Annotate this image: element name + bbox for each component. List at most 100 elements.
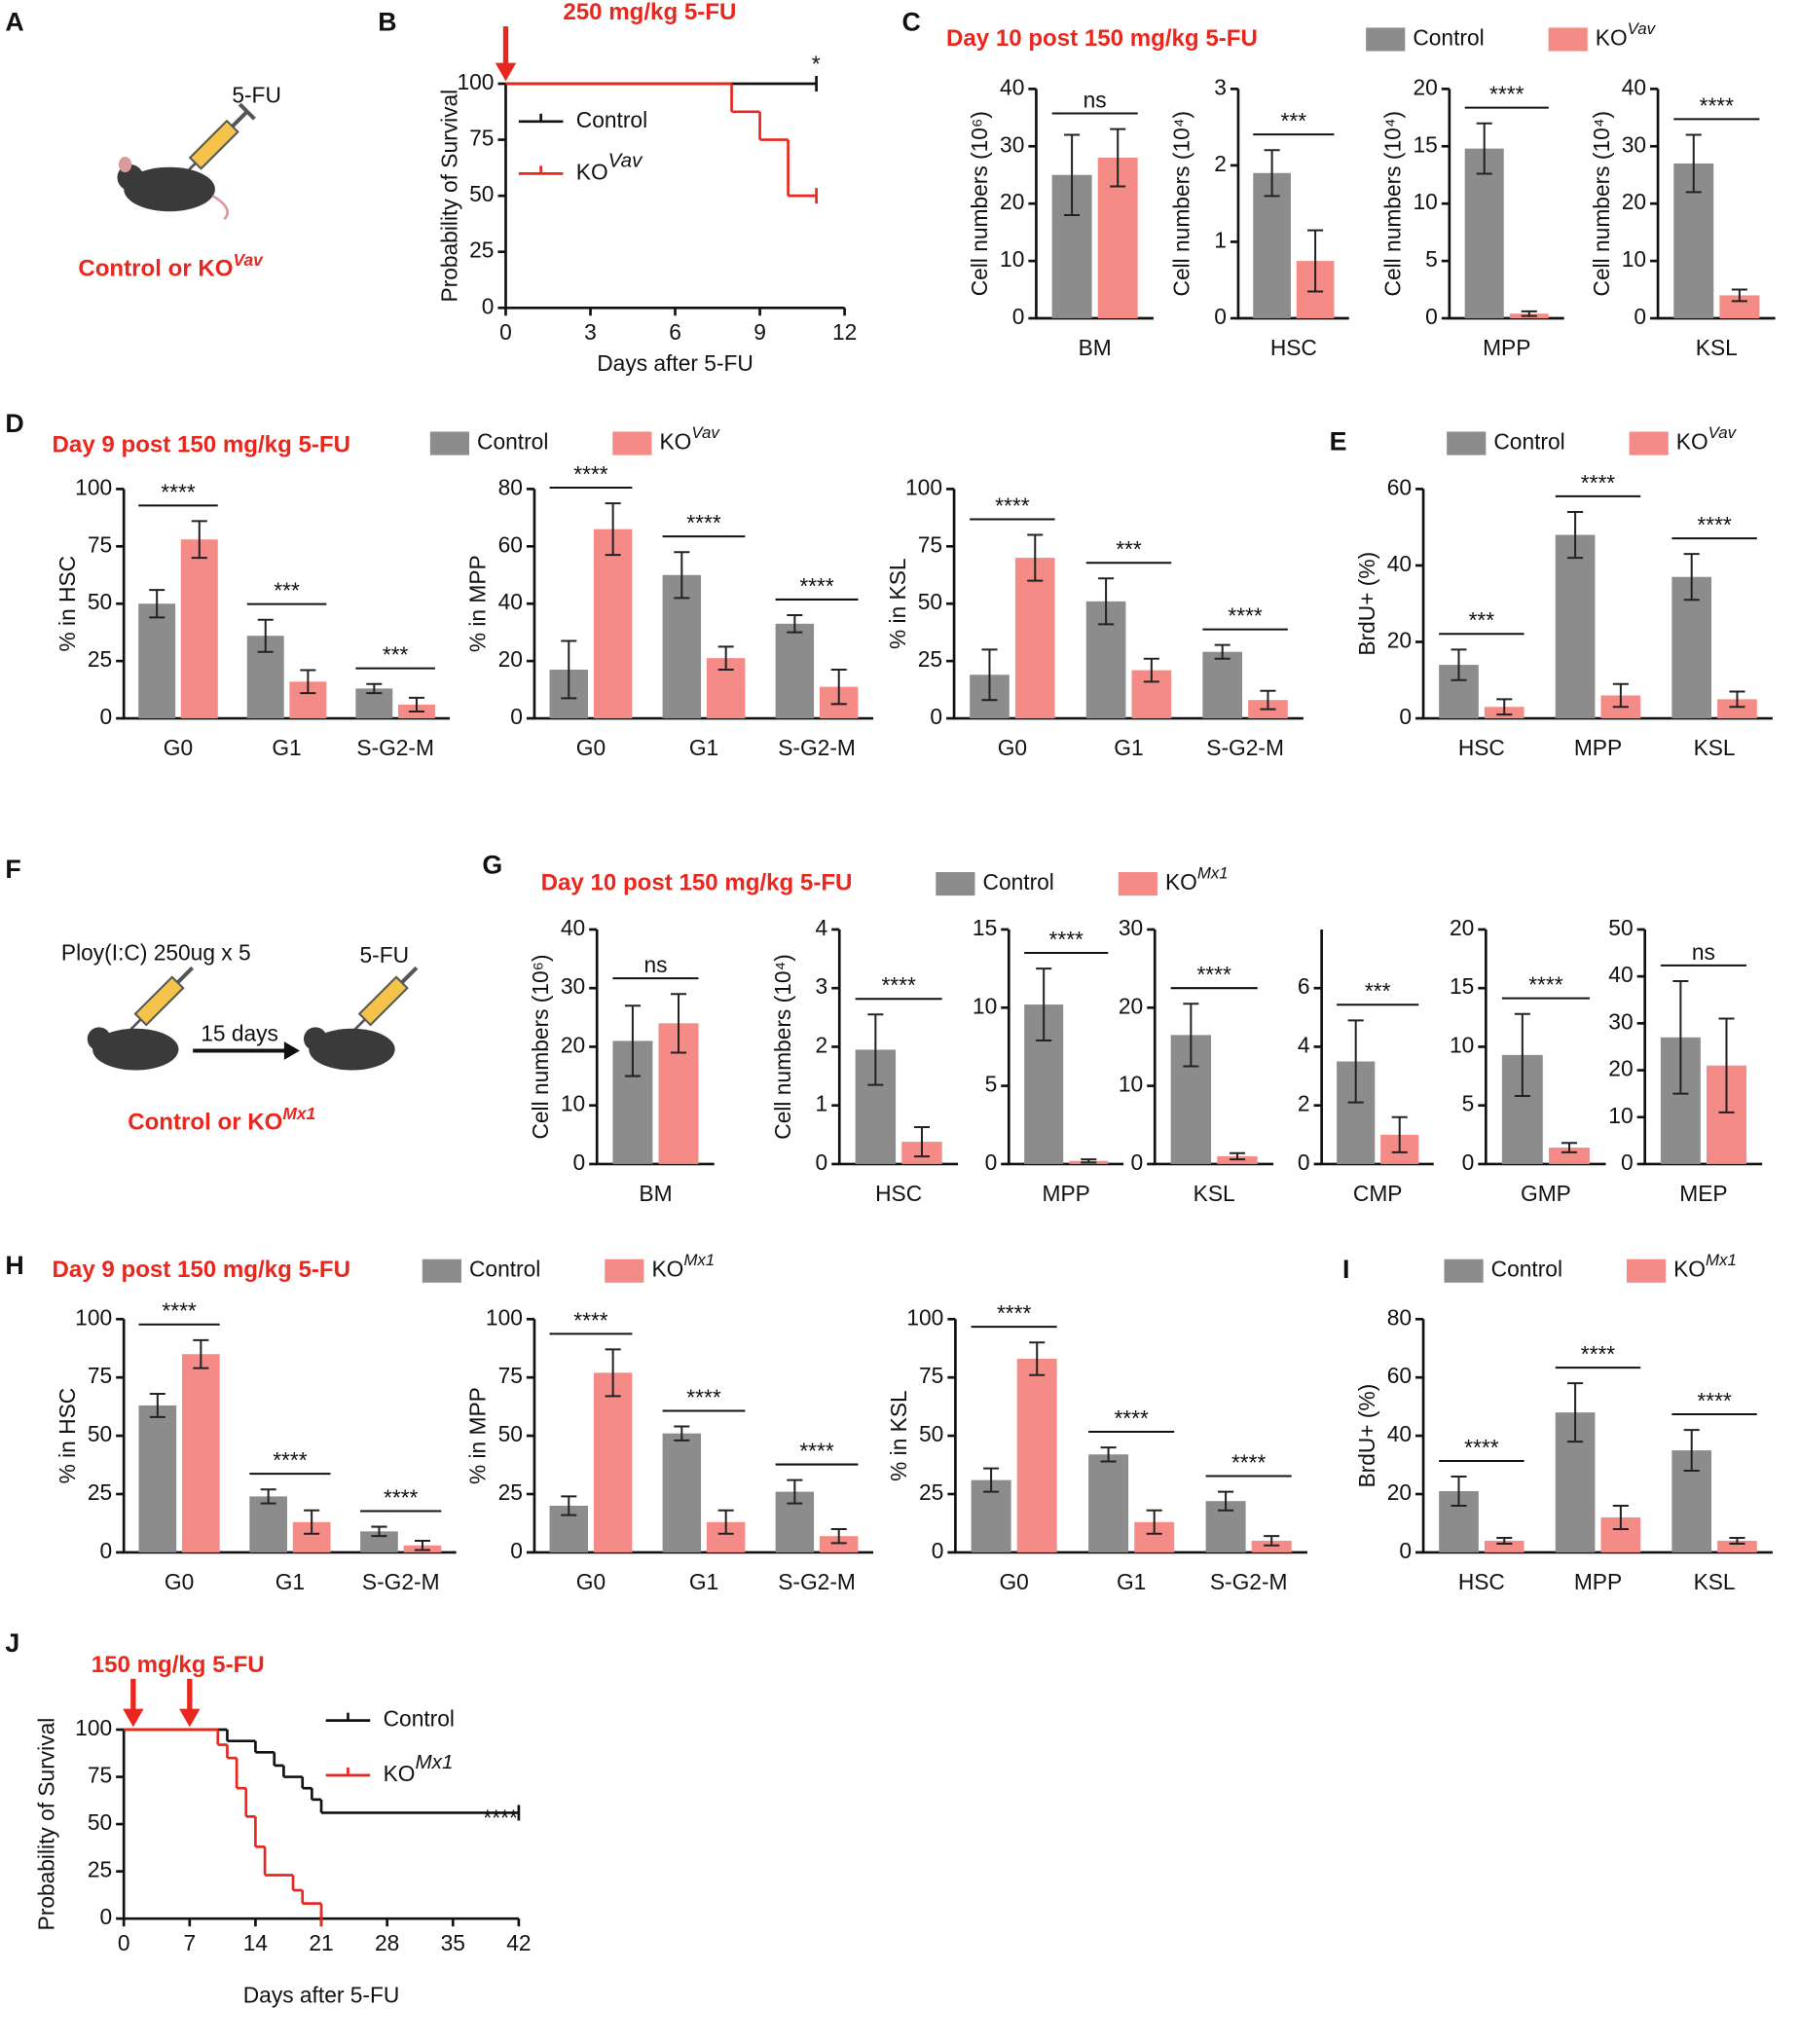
diagram-f: F Ploy(I:C) 250ug x 5 5-FU 15 days Contr… bbox=[5, 855, 419, 1136]
y-tick-label: 75 bbox=[469, 126, 494, 151]
y-axis-label: Cell numbers (10⁶) bbox=[528, 954, 553, 1139]
x-tick-label: S-G2-M bbox=[778, 735, 856, 760]
y-axis-label: BrdU+ (%) bbox=[1354, 552, 1379, 656]
error-bar bbox=[257, 618, 274, 653]
y-tick-label: 60 bbox=[498, 531, 523, 557]
legend-swatch bbox=[422, 1259, 461, 1283]
bar bbox=[1555, 534, 1596, 719]
error-bar bbox=[1260, 689, 1276, 711]
x-tick-label: 7 bbox=[183, 1930, 196, 1955]
error-bar bbox=[1476, 122, 1492, 175]
axes bbox=[122, 1730, 519, 1920]
y-tick-label: 75 bbox=[498, 1363, 523, 1388]
x-tick-label: KSL bbox=[1696, 335, 1738, 360]
y-tick-label: 40 bbox=[1608, 962, 1633, 987]
y-tick-label: 10 bbox=[1119, 1072, 1143, 1097]
y-tick-label: 0 bbox=[1425, 304, 1438, 329]
arrow-head bbox=[179, 1708, 201, 1728]
y-axis-label: Probability of Survival bbox=[436, 90, 461, 303]
chart: 0 20 40 60 80 BrdU+ (%) I HSC **** MPP **** KSL ****… bbox=[1342, 1252, 1773, 1594]
x-tick-label: 28 bbox=[375, 1930, 399, 1955]
significance-label: **** bbox=[1697, 1388, 1732, 1413]
legend-label: KOMx1 bbox=[651, 1252, 715, 1282]
error-bar bbox=[913, 1125, 931, 1158]
y-axis-label: % in MPP bbox=[465, 1387, 491, 1484]
error-bar bbox=[1451, 648, 1467, 681]
significance-label: * bbox=[812, 51, 821, 76]
error-bar bbox=[674, 1425, 690, 1442]
significance-label: **** bbox=[1231, 1450, 1267, 1476]
chart-title: Day 9 post 150 mg/kg 5-FU bbox=[53, 1257, 350, 1283]
error-bar bbox=[1036, 967, 1052, 1042]
error-bar bbox=[193, 1338, 209, 1369]
error-bar bbox=[983, 1467, 1000, 1493]
legend-name: Control bbox=[983, 869, 1054, 894]
x-tick-label: MEP bbox=[1679, 1181, 1727, 1206]
significance-label: **** bbox=[1489, 82, 1524, 107]
legend-label: KOMx1 bbox=[1165, 864, 1229, 894]
error-bar bbox=[1521, 310, 1537, 317]
drug-label: 5-FU bbox=[360, 942, 410, 967]
y-tick-label: 0 bbox=[1298, 1150, 1310, 1175]
legend-swatch bbox=[429, 431, 469, 456]
x-tick-label: CMP bbox=[1353, 1181, 1403, 1206]
significance-label: **** bbox=[1196, 962, 1231, 987]
y-tick-label: 25 bbox=[88, 1857, 112, 1882]
error-bar bbox=[1098, 577, 1115, 626]
panel-label: G bbox=[482, 851, 502, 880]
bar bbox=[1016, 1359, 1057, 1552]
x-tick-label: BM bbox=[639, 1181, 672, 1206]
significance-label: **** bbox=[1048, 927, 1084, 952]
y-tick-label: 0 bbox=[1399, 1538, 1412, 1563]
y-tick-label: 50 bbox=[88, 1809, 112, 1835]
chart: 0 10 20 30 KSL **** bbox=[1119, 915, 1274, 1206]
x-tick-label: G1 bbox=[272, 735, 301, 760]
y-tick-label: 50 bbox=[919, 1421, 943, 1446]
y-axis-label: Cell numbers (10⁴) bbox=[1380, 111, 1406, 297]
error-bar bbox=[1567, 510, 1584, 560]
x-axis-label: Days after 5-FU bbox=[243, 1983, 400, 2008]
error-bar bbox=[408, 696, 424, 712]
y-axis-label: Cell numbers (10⁴) bbox=[1169, 111, 1194, 297]
bar bbox=[138, 1405, 177, 1552]
significance-label: **** bbox=[799, 1439, 834, 1464]
legend-label: KOVav bbox=[1676, 423, 1738, 454]
legend-label: KOVav bbox=[576, 150, 643, 184]
y-tick-label: 30 bbox=[1000, 131, 1024, 157]
y-tick-label: 0 bbox=[99, 1904, 112, 1929]
y-tick-label: 0 bbox=[1634, 304, 1646, 329]
y-tick-label: 100 bbox=[75, 1715, 112, 1740]
legend-label: KOVav bbox=[659, 423, 720, 454]
y-tick-label: 100 bbox=[75, 474, 112, 499]
error-bar bbox=[149, 589, 165, 619]
x-tick-label: HSC bbox=[1458, 735, 1505, 760]
x-tick-label: G0 bbox=[998, 735, 1027, 760]
error-bar bbox=[867, 1013, 884, 1086]
legend-label: Control bbox=[1493, 429, 1564, 455]
syringe bbox=[181, 102, 256, 177]
legend-label: Control bbox=[384, 1706, 455, 1732]
error-bar bbox=[1214, 643, 1231, 660]
y-tick-label: 40 bbox=[498, 589, 523, 614]
y-tick-label: 20 bbox=[1000, 189, 1024, 214]
y-tick-label: 4 bbox=[816, 915, 828, 940]
error-bar bbox=[1514, 1012, 1530, 1098]
error-bar bbox=[366, 682, 383, 695]
legend-name: Control bbox=[1413, 24, 1484, 50]
error-bar bbox=[1685, 133, 1702, 194]
y-tick-label: 4 bbox=[1298, 1032, 1310, 1057]
chart: 0 25 50 75 100 % in KSL G0 **** G1 *** S-G2-M **** bbox=[885, 474, 1304, 760]
error-bar bbox=[1307, 229, 1324, 293]
bar bbox=[1464, 148, 1504, 319]
bar bbox=[819, 1536, 859, 1552]
significance-label: *** bbox=[383, 642, 409, 668]
legend-name: KO bbox=[1676, 429, 1708, 455]
y-axis-label: % in KSL bbox=[885, 558, 910, 649]
y-tick-label: 75 bbox=[88, 1763, 112, 1788]
y-tick-label: 80 bbox=[1387, 1304, 1412, 1330]
error-bar bbox=[414, 1539, 430, 1551]
y-tick-label: 0 bbox=[1131, 1150, 1144, 1175]
error-bar bbox=[1029, 1341, 1046, 1376]
y-tick-label: 60 bbox=[1387, 474, 1412, 499]
